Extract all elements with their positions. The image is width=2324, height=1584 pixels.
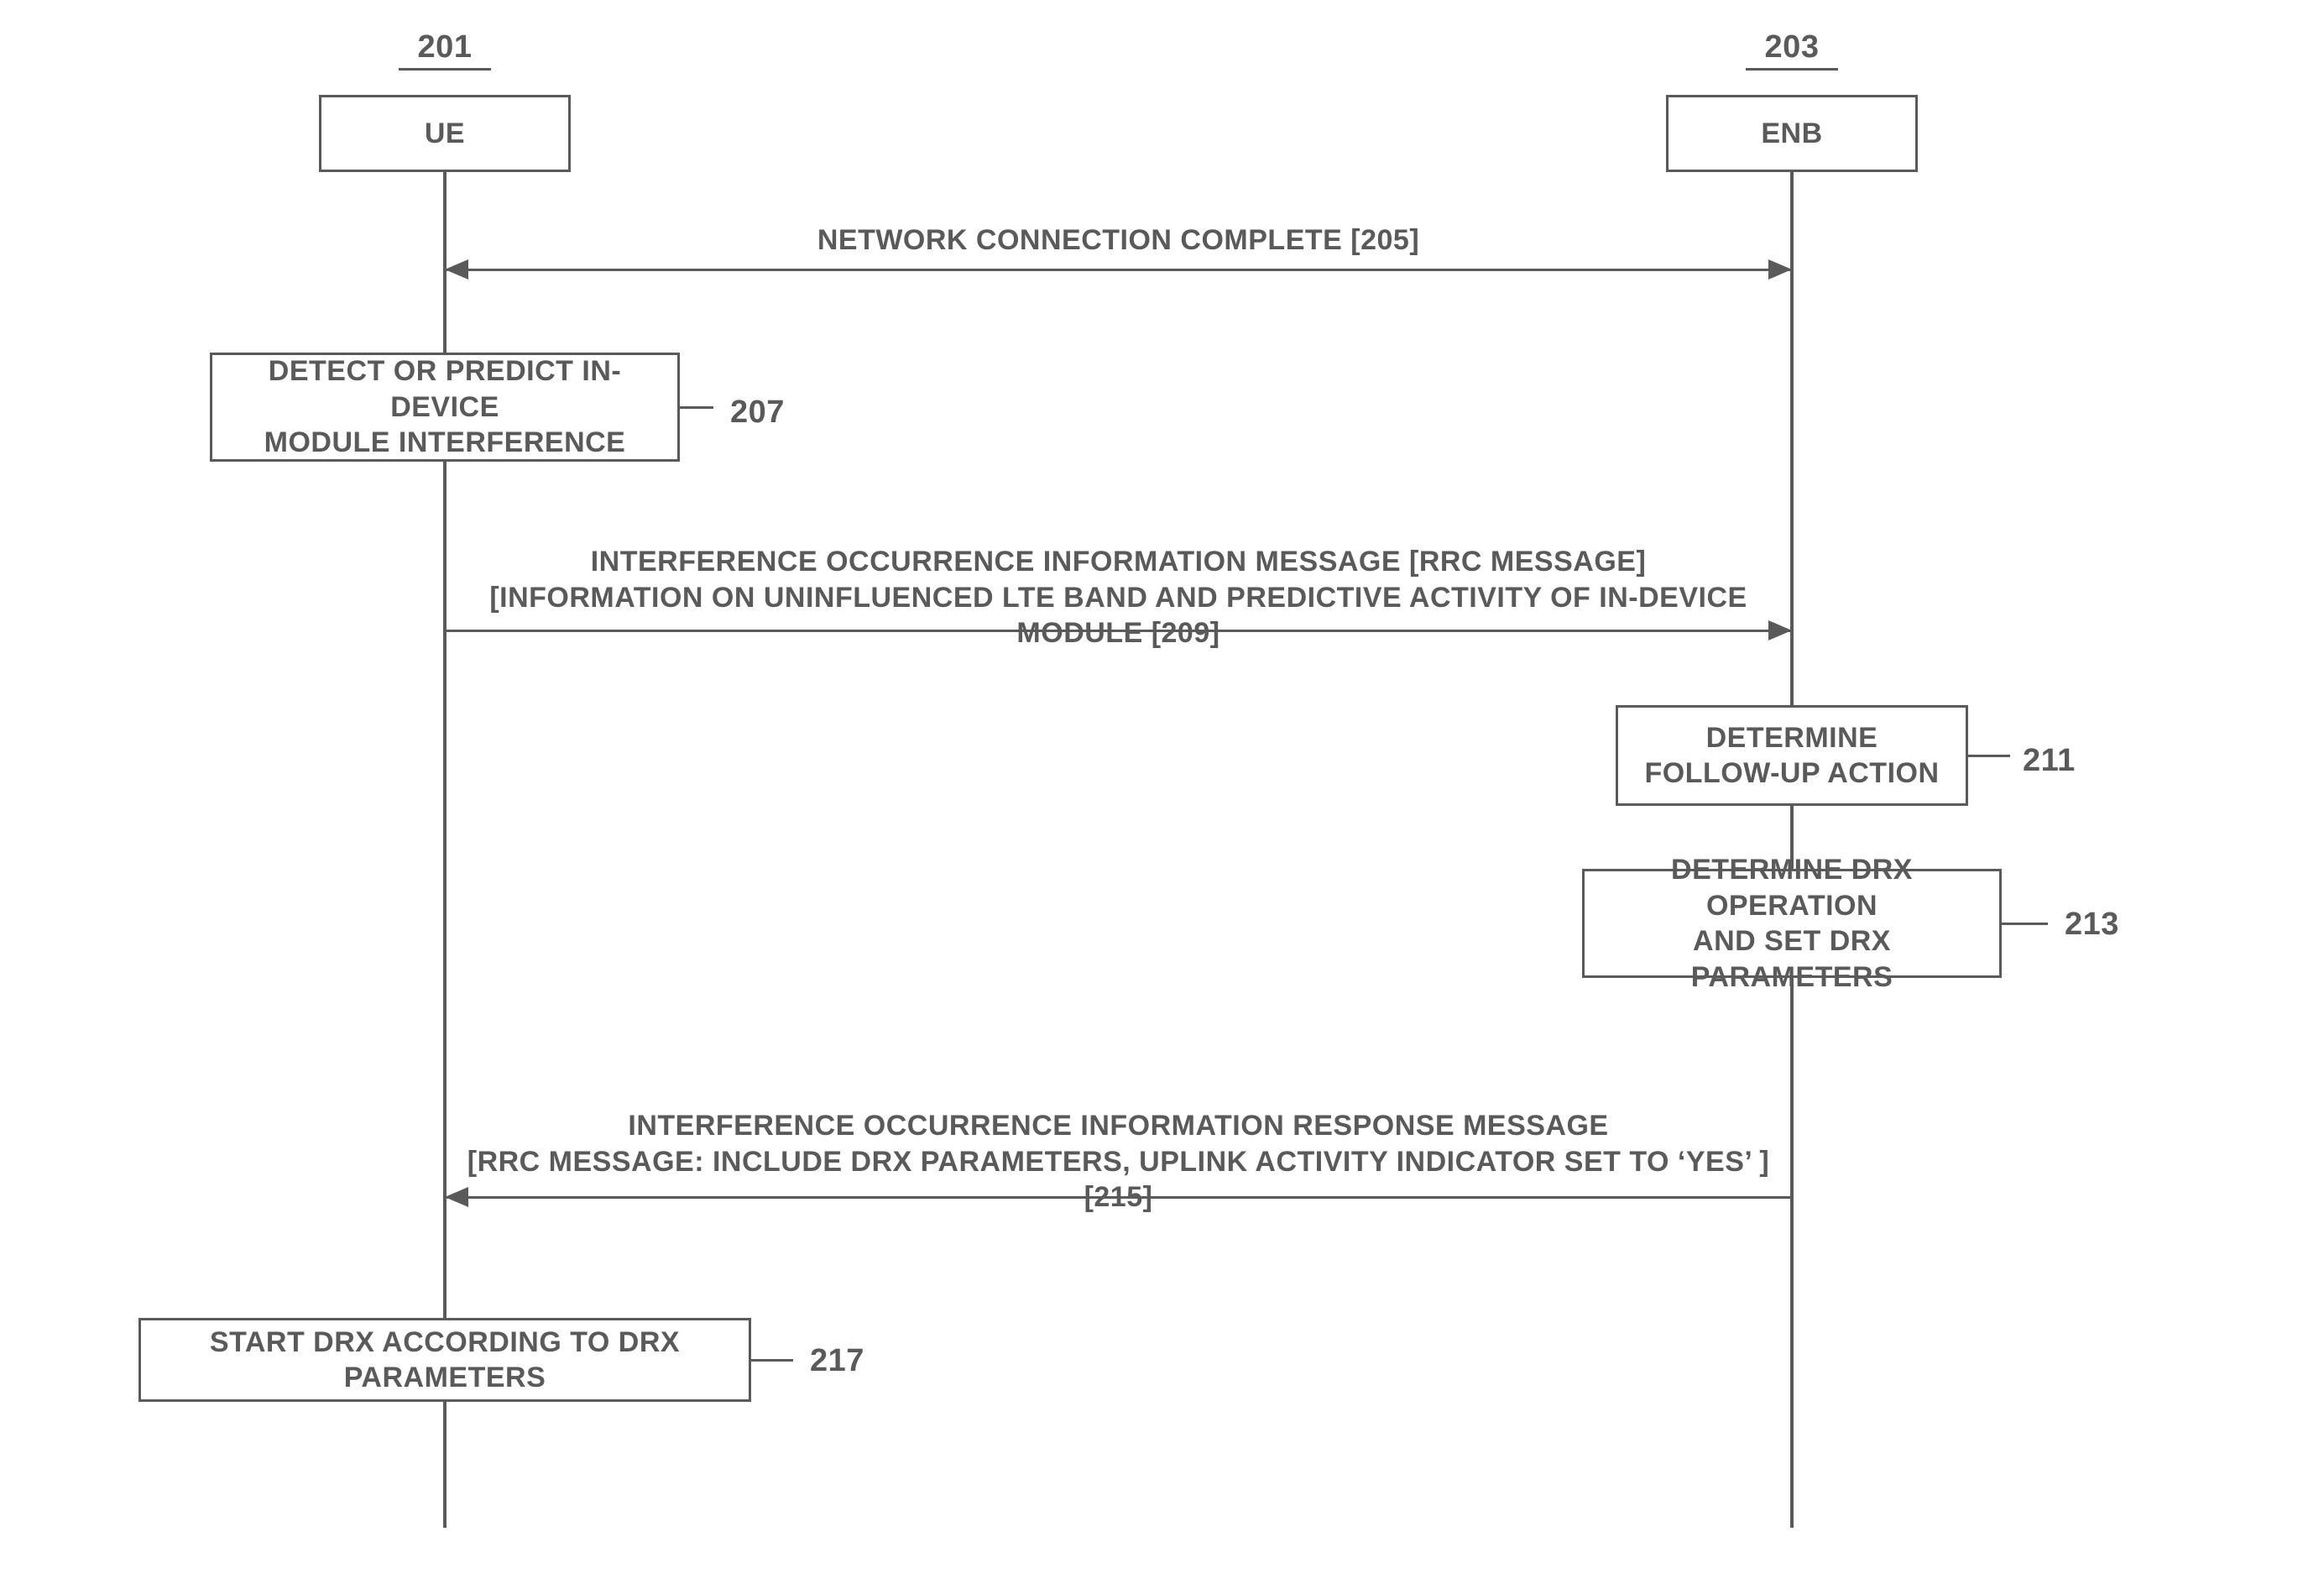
actor-label-enb: ENB <box>1761 116 1822 152</box>
s207-box: DETECT OR PREDICT IN-DEVICE MODULE INTER… <box>210 353 680 462</box>
s207-lead <box>680 406 713 409</box>
lifeline-enb <box>1790 172 1794 1528</box>
actor-ref-underline-enb <box>1746 68 1838 71</box>
m209-label: INTERFERENCE OCCURRENCE INFORMATION MESS… <box>489 546 1747 649</box>
s213-box: DETERMINE DRX OPERATION AND SET DRX PARA… <box>1582 869 2002 978</box>
m215-label: INTERFERENCE OCCURRENCE INFORMATION RESP… <box>467 1110 1770 1213</box>
sequence-diagram: 201 UE 203 ENB DETECT OR PREDICT IN-DEVICE M… <box>0 0 2324 1584</box>
s207-label: DETECT OR PREDICT IN-DEVICE MODULE INTER… <box>222 353 667 461</box>
s211-label: DETERMINE FOLLOW-UP ACTION <box>1644 720 1939 792</box>
m205-text: NETWORK CONNECTION COMPLETE [205] <box>445 222 1792 259</box>
actor-ref-enb: 203 <box>1742 29 1842 65</box>
s211-lead <box>1968 755 2010 757</box>
s217-lead <box>751 1359 793 1362</box>
m205-label: NETWORK CONNECTION COMPLETE [205] <box>817 224 1419 256</box>
s217-box: START DRX ACCORDING TO DRX PARAMETERS <box>138 1318 751 1402</box>
actor-label-ue: UE <box>425 116 465 152</box>
s217-ref: 217 <box>810 1343 864 1379</box>
s213-label: DETERMINE DRX OPERATION AND SET DRX PARA… <box>1595 852 1989 995</box>
m205-arrow-r <box>1768 259 1792 280</box>
actor-box-ue: UE <box>319 95 571 172</box>
m205-line <box>445 269 1792 271</box>
m209-text: INTERFERENCE OCCURRENCE INFORMATION MESS… <box>445 544 1792 651</box>
actor-ref-ue: 201 <box>394 29 495 65</box>
s211-ref: 211 <box>2023 743 2076 779</box>
s207-ref: 207 <box>730 395 785 431</box>
s211-box: DETERMINE FOLLOW-UP ACTION <box>1616 705 1968 806</box>
actor-box-enb: ENB <box>1666 95 1918 172</box>
s213-ref: 213 <box>2065 907 2119 943</box>
m205-arrow-l <box>445 259 468 280</box>
s213-lead <box>2002 923 2048 925</box>
m215-text: INTERFERENCE OCCURRENCE INFORMATION RESP… <box>445 1108 1792 1215</box>
actor-ref-underline-ue <box>399 68 491 71</box>
s217-label: START DRX ACCORDING TO DRX PARAMETERS <box>151 1325 739 1396</box>
